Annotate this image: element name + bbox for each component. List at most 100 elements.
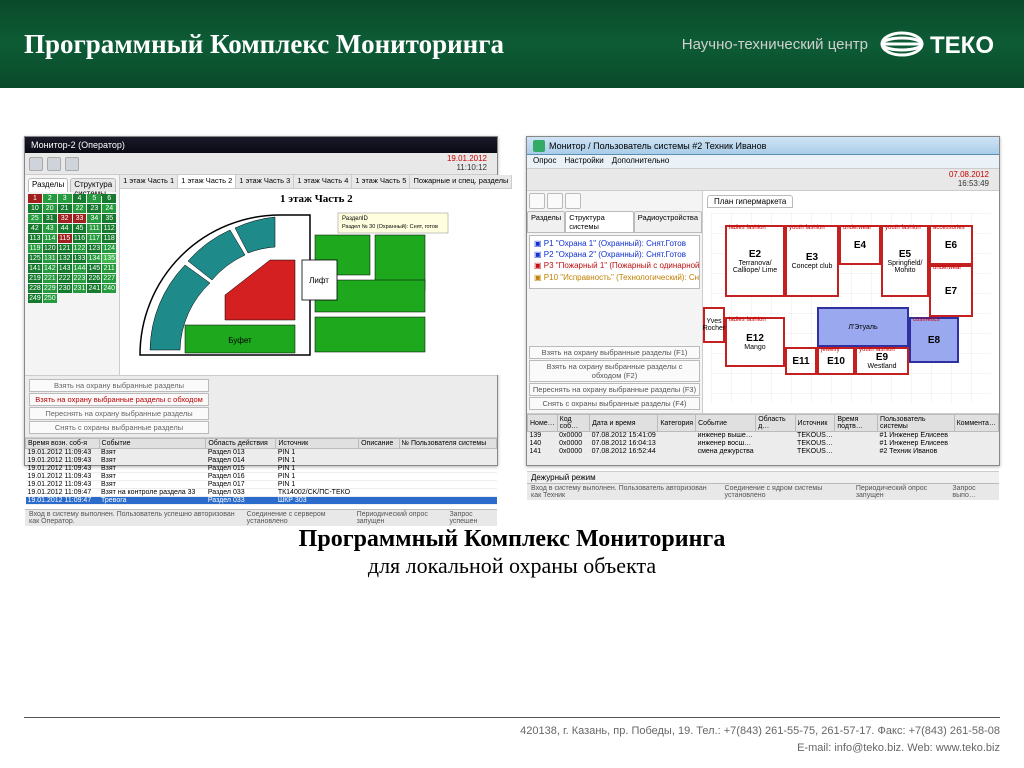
mall-zone[interactable]: ladies fashionE2Terranova/ Calliope/ Lim…: [725, 225, 785, 297]
action-button[interactable]: Взять на охрану выбранные разделы с обхо…: [29, 393, 209, 406]
mall-zone[interactable]: underwearE4: [839, 225, 881, 265]
zone-cell[interactable]: 1: [28, 194, 42, 203]
sidebar-tab[interactable]: Структура системы: [565, 211, 634, 232]
zone-cell[interactable]: 24: [102, 204, 116, 213]
zone-cell[interactable]: 116: [73, 234, 87, 243]
zone-cell[interactable]: 35: [102, 214, 116, 223]
log-row[interactable]: 1410x000007.08.2012 16:52:44смена дежурс…: [528, 448, 999, 456]
action-button[interactable]: Взять на охрану выбранные разделы: [29, 379, 209, 392]
zone-cell[interactable]: 10: [28, 204, 42, 213]
floor-tab[interactable]: 1 этаж Часть 1: [120, 175, 178, 188]
menu-item[interactable]: Дополнительно: [612, 156, 670, 167]
zone-cell[interactable]: 22: [73, 204, 87, 213]
tree-node[interactable]: ▣ Р2 "Охрана 2" (Охранный): Снят.Готов: [534, 249, 695, 260]
zone-cell[interactable]: 31: [43, 214, 57, 223]
plan-tab[interactable]: План гипермаркета: [707, 195, 793, 208]
zone-cell[interactable]: 226: [87, 274, 101, 283]
mall-zone[interactable]: youth fashionE9Westland: [855, 347, 909, 375]
log-row[interactable]: 19.01.2012 11:09:47Взят на контроле разд…: [26, 489, 497, 497]
zone-cell[interactable]: 5: [87, 194, 101, 203]
action-button[interactable]: Переснять на охрану выбранные разделы (F…: [529, 383, 700, 396]
log-row[interactable]: 19.01.2012 11:09:43ВзятРаздел 017PIN 1: [26, 481, 497, 489]
floor-tab[interactable]: 1 этаж Часть 5: [352, 175, 410, 188]
zone-cell[interactable]: 25: [28, 214, 42, 223]
mall-zone[interactable]: youth fashionE3Concept club: [785, 225, 839, 297]
zone-cell[interactable]: 229: [43, 284, 57, 293]
zone-cell[interactable]: 131: [43, 254, 57, 263]
toolbar-icon[interactable]: [29, 157, 43, 171]
mall-zone[interactable]: accessoriesE6: [929, 225, 973, 265]
floor-tab[interactable]: Пожарные и спец. разделы: [410, 175, 512, 188]
floor-tab[interactable]: 1 этаж Часть 4: [294, 175, 352, 188]
log-row[interactable]: 19.01.2012 11:09:43ВзятРаздел 016PIN 1: [26, 473, 497, 481]
zone-cell[interactable]: 223: [73, 274, 87, 283]
sidebar-icon[interactable]: [547, 193, 563, 209]
zone-cell[interactable]: 114: [43, 234, 57, 243]
mall-zone[interactable]: Yves Rocher: [703, 307, 725, 343]
toolbar-icon[interactable]: [65, 157, 79, 171]
zone-cell[interactable]: 2: [43, 194, 57, 203]
zone-cell[interactable]: 42: [28, 224, 42, 233]
zone-cell[interactable]: 133: [73, 254, 87, 263]
zone-cell[interactable]: 23: [87, 204, 101, 213]
zone-cell[interactable]: 4: [73, 194, 87, 203]
zone-cell[interactable]: 134: [87, 254, 101, 263]
zone-cell[interactable]: 32: [58, 214, 72, 223]
zone-cell[interactable]: 231: [73, 284, 87, 293]
sidebar-tab[interactable]: Разделы: [28, 178, 68, 192]
zone-cell[interactable]: 143: [58, 264, 72, 273]
sidebar-icon[interactable]: [529, 193, 545, 209]
log-row[interactable]: 19.01.2012 11:09:43ВзятРаздел 014PIN 1: [26, 457, 497, 465]
mall-zone[interactable]: E11: [785, 347, 817, 375]
zone-cell[interactable]: 249: [28, 294, 42, 303]
tree-node[interactable]: ▣ Р10 "Исправность" (Технологический): С…: [534, 272, 695, 283]
zone-cell[interactable]: 43: [43, 224, 57, 233]
zone-cell[interactable]: 44: [58, 224, 72, 233]
zone-cell[interactable]: 21: [58, 204, 72, 213]
log-row[interactable]: 1390x000007.08.2012 15:41:09инженер выше…: [528, 432, 999, 440]
sidebar-icon[interactable]: [565, 193, 581, 209]
action-button[interactable]: Взять на охрану выбранные разделы с обхо…: [529, 360, 700, 382]
toolbar-icon[interactable]: [47, 157, 61, 171]
zone-cell[interactable]: 142: [43, 264, 57, 273]
log-row[interactable]: 19.01.2012 11:09:47ТревогаРаздел 033ШКР …: [26, 497, 497, 505]
zone-cell[interactable]: 117: [87, 234, 101, 243]
sidebar-tab[interactable]: Структура системы: [70, 178, 116, 192]
menu-item[interactable]: Опрос: [533, 156, 556, 167]
zone-cell[interactable]: 227: [102, 274, 116, 283]
tree-node[interactable]: ▣ Р3 "Пожарный 1" (Пожарный с одинарной …: [534, 260, 695, 271]
zone-cell[interactable]: 135: [102, 254, 116, 263]
zone-cell[interactable]: 132: [58, 254, 72, 263]
zone-cell[interactable]: 120: [43, 244, 57, 253]
mall-zone[interactable]: cosmeticsE8: [909, 317, 959, 363]
zone-cell[interactable]: 141: [28, 264, 42, 273]
zone-cell[interactable]: 20: [43, 204, 57, 213]
sidebar-tab[interactable]: Радиоустройства: [634, 211, 702, 232]
menu-item[interactable]: Настройки: [564, 156, 603, 167]
zone-cell[interactable]: 118: [102, 234, 116, 243]
floor-tab[interactable]: 1 этаж Часть 2: [178, 175, 236, 188]
action-button[interactable]: Снять с охраны выбранные разделы: [29, 421, 209, 434]
floor-tab[interactable]: 1 этаж Часть 3: [236, 175, 294, 188]
zone-cell[interactable]: 111: [87, 224, 101, 233]
zone-cell[interactable]: 241: [87, 284, 101, 293]
action-button[interactable]: Переснять на охрану выбранные разделы: [29, 407, 209, 420]
zone-cell[interactable]: 113: [28, 234, 42, 243]
mall-zone[interactable]: Л'Этуаль: [817, 307, 909, 347]
zone-cell[interactable]: 121: [58, 244, 72, 253]
zone-cell[interactable]: 115: [58, 234, 72, 243]
tree-node[interactable]: ▣ Р1 "Охрана 1" (Охранный): Снят.Готов: [534, 238, 695, 249]
log-row[interactable]: 19.01.2012 11:09:43ВзятРаздел 013PIN 1: [26, 449, 497, 457]
zone-cell[interactable]: 228: [28, 284, 42, 293]
zone-cell[interactable]: 34: [87, 214, 101, 223]
zone-cell[interactable]: 240: [102, 284, 116, 293]
log-row[interactable]: 19.01.2012 11:09:43ВзятРаздел 015PIN 1: [26, 465, 497, 473]
zone-cell[interactable]: 33: [73, 214, 87, 223]
action-button[interactable]: Снять с охраны выбранные разделы (F4): [529, 397, 700, 410]
zone-cell[interactable]: 6: [102, 194, 116, 203]
zone-cell[interactable]: 145: [87, 264, 101, 273]
zone-cell[interactable]: 119: [28, 244, 42, 253]
system-tree[interactable]: ▣ Р1 "Охрана 1" (Охранный): Снят.Готов▣ …: [529, 235, 700, 289]
zone-cell[interactable]: 123: [87, 244, 101, 253]
zone-cell[interactable]: 3: [58, 194, 72, 203]
